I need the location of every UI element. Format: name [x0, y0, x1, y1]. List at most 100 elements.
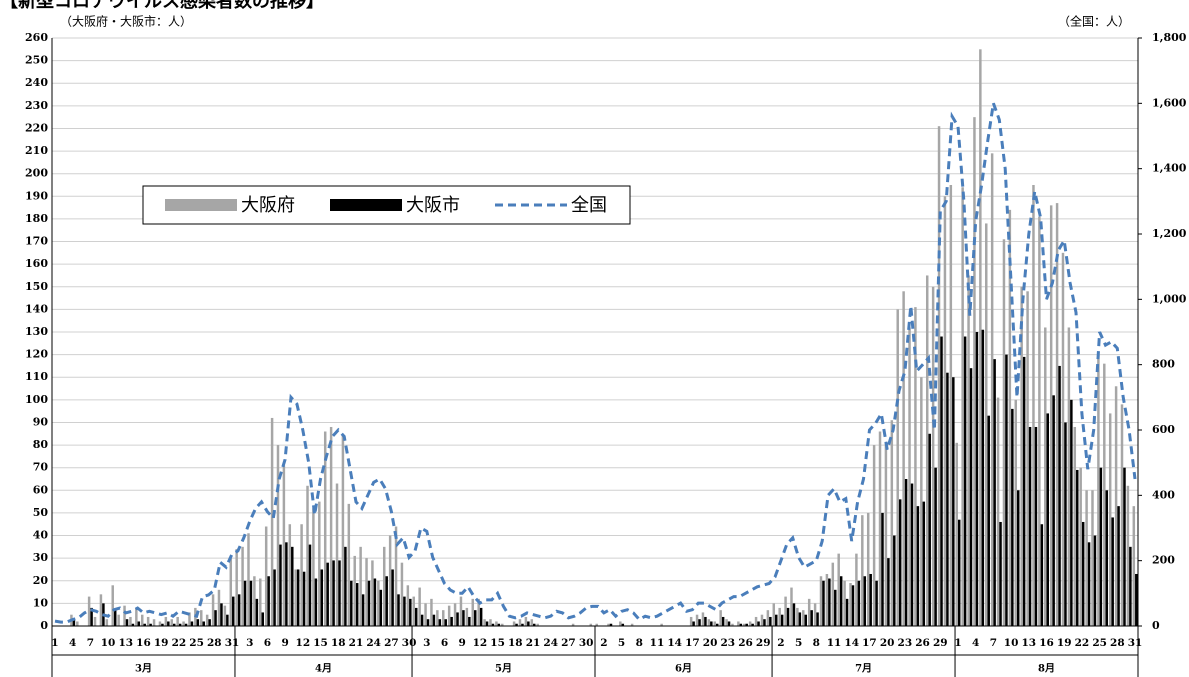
bar	[137, 621, 141, 626]
bar	[90, 607, 93, 626]
bar	[1103, 363, 1106, 626]
bar	[403, 596, 406, 626]
bar	[237, 594, 241, 626]
bar	[1108, 413, 1112, 626]
x-tick-label: 12	[473, 637, 488, 649]
y2-tick-label: 0	[1152, 619, 1160, 632]
bar	[444, 619, 447, 626]
bar	[146, 616, 150, 626]
x-tick-label: 5	[618, 637, 625, 649]
bar	[940, 336, 943, 626]
y-tick-label: 10	[33, 596, 49, 609]
bar	[807, 598, 811, 626]
bar	[796, 607, 799, 626]
bar	[521, 623, 524, 626]
bar	[719, 610, 722, 626]
x-tick-label: 24	[543, 637, 558, 649]
bar	[273, 569, 276, 626]
x-tick-label: 17	[685, 637, 700, 649]
bar	[255, 598, 259, 626]
bar	[515, 623, 518, 626]
bar	[344, 546, 347, 626]
bar	[350, 580, 353, 626]
bar	[967, 275, 970, 626]
x-tick-label: 5	[795, 637, 802, 649]
bar	[459, 596, 463, 626]
bar	[1005, 354, 1008, 626]
bar	[332, 560, 335, 626]
bar	[1093, 535, 1097, 626]
bar	[1028, 426, 1032, 626]
bar	[916, 506, 920, 626]
bar	[1064, 422, 1067, 626]
bar	[896, 309, 899, 626]
bar	[391, 569, 394, 626]
bar	[914, 307, 917, 626]
bar	[727, 621, 731, 626]
bar	[857, 580, 861, 626]
bar	[766, 610, 770, 626]
bar	[775, 614, 778, 626]
bar	[737, 621, 740, 626]
bar	[223, 605, 227, 626]
bar	[731, 623, 734, 626]
x-tick-label: 16	[136, 637, 151, 649]
bar	[1052, 395, 1055, 626]
bar	[979, 49, 982, 627]
bar	[226, 614, 229, 626]
bar	[388, 535, 392, 626]
x-tick-label: 11	[827, 637, 842, 649]
bar	[1049, 205, 1053, 626]
x-tick-label: 1	[51, 637, 58, 649]
bar	[125, 619, 129, 626]
bar	[385, 576, 388, 626]
y2-tick-label: 1,000	[1152, 292, 1187, 305]
bar	[279, 544, 282, 626]
bar	[869, 573, 872, 626]
bar	[957, 519, 961, 626]
x-tick-label: 13	[1021, 637, 1036, 649]
bar	[361, 594, 365, 626]
bar	[990, 153, 994, 627]
bar	[589, 623, 593, 626]
y-tick-label: 180	[25, 212, 48, 225]
x-tick-label: 29	[933, 637, 948, 649]
bar	[831, 562, 835, 626]
y-tick-label: 230	[25, 99, 48, 112]
bar	[1076, 469, 1079, 626]
y2-tick-label: 600	[1152, 423, 1175, 436]
bar	[141, 614, 144, 626]
bar	[235, 549, 238, 626]
legend-label: 大阪市	[406, 195, 460, 216]
x-tick-label: 3	[246, 637, 253, 649]
bar	[1099, 467, 1103, 626]
x-tick-label: 2	[777, 637, 784, 649]
x-tick-label: 4	[69, 637, 76, 649]
y-tick-label: 40	[33, 529, 49, 542]
bar	[243, 580, 247, 626]
bar	[1120, 404, 1124, 626]
x-tick-label: 28	[207, 637, 222, 649]
bar	[379, 589, 383, 626]
bar	[993, 359, 996, 626]
y2-tick-label: 400	[1152, 488, 1175, 501]
y2-tick-label: 1,400	[1152, 162, 1187, 175]
bar	[772, 603, 776, 626]
bar	[1114, 386, 1118, 626]
y-tick-label: 20	[33, 574, 49, 587]
x-tick-label: 7	[990, 637, 997, 649]
y-tick-label: 220	[25, 121, 48, 134]
bar	[341, 436, 345, 626]
bar	[946, 372, 949, 626]
bar	[1123, 467, 1126, 626]
bar	[495, 621, 498, 626]
bar	[987, 415, 990, 626]
bar	[249, 580, 253, 626]
bar	[438, 619, 442, 626]
x-tick-label: 21	[526, 637, 541, 649]
bar	[745, 623, 748, 626]
bar	[1020, 286, 1023, 626]
bar	[200, 610, 203, 626]
bar	[477, 598, 480, 626]
y-tick-label: 200	[25, 167, 48, 180]
